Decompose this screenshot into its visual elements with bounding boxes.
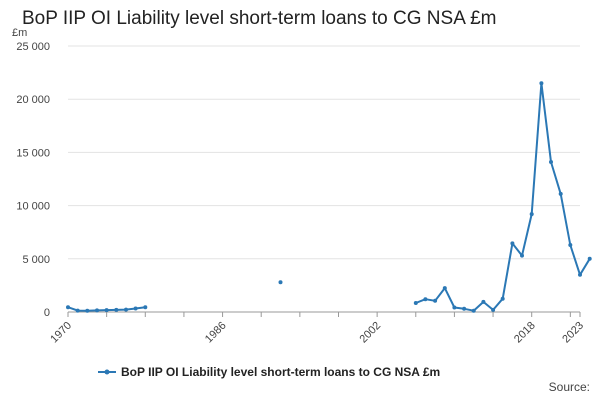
legend-marker <box>104 369 110 375</box>
grid-lines <box>68 45 580 260</box>
y-tick-label: 25 000 <box>16 41 50 53</box>
data-point[interactable] <box>587 256 592 261</box>
data-point[interactable] <box>462 306 467 311</box>
data-point[interactable] <box>124 307 128 312</box>
legend: BoP IIP OI Liability level short-term lo… <box>98 365 440 379</box>
x-tick-label: 2023 <box>560 320 586 346</box>
data-point[interactable] <box>133 306 138 311</box>
data-point[interactable] <box>433 298 438 303</box>
data-point[interactable] <box>85 308 90 313</box>
data-point[interactable] <box>423 297 428 302</box>
series-line <box>415 82 591 312</box>
y-tick-label: 10 000 <box>16 201 50 213</box>
source-label: Source: <box>548 380 590 394</box>
data-point[interactable] <box>578 272 582 277</box>
x-tick-label: 1970 <box>48 320 74 346</box>
x-tick-label: 2018 <box>512 320 538 346</box>
data-point[interactable] <box>529 212 534 217</box>
data-point[interactable] <box>539 81 544 86</box>
data-point[interactable] <box>568 243 573 247</box>
data-point[interactable] <box>75 308 80 313</box>
x-tick-label: 1986 <box>203 320 229 346</box>
data-point[interactable] <box>66 305 70 310</box>
data-point[interactable] <box>452 305 457 310</box>
data-point[interactable] <box>558 191 563 196</box>
data-point[interactable] <box>95 308 99 313</box>
data-point[interactable] <box>114 307 119 312</box>
plot-area <box>66 81 592 313</box>
data-point[interactable] <box>549 160 553 164</box>
data-point[interactable] <box>491 307 496 312</box>
legend-label: BoP IIP OI Liability level short-term lo… <box>121 365 440 379</box>
data-point[interactable] <box>520 253 524 258</box>
y-axis-ticks: 0 5 000 10 000 15 000 20 000 25 000 <box>16 41 50 319</box>
data-point[interactable] <box>442 286 447 291</box>
data-point[interactable] <box>278 280 283 285</box>
y-tick-label: 0 <box>44 307 50 319</box>
chart-title: BoP IIP OI Liability level short-term lo… <box>22 8 497 29</box>
data-point[interactable] <box>104 308 109 313</box>
y-axis-unit-label: £m <box>12 27 28 39</box>
data-point[interactable] <box>510 241 515 246</box>
data-point[interactable] <box>481 299 486 304</box>
data-point[interactable] <box>500 296 505 301</box>
data-point[interactable] <box>143 305 148 310</box>
y-tick-label: 5 000 <box>22 254 50 266</box>
x-axis: 1970 1986 2002 2018 2023 <box>48 311 586 346</box>
y-tick-label: 20 000 <box>16 94 50 106</box>
data-point[interactable] <box>413 301 418 305</box>
data-point[interactable] <box>471 308 476 313</box>
x-tick-label: 2002 <box>357 320 383 346</box>
y-tick-label: 15 000 <box>16 147 50 159</box>
